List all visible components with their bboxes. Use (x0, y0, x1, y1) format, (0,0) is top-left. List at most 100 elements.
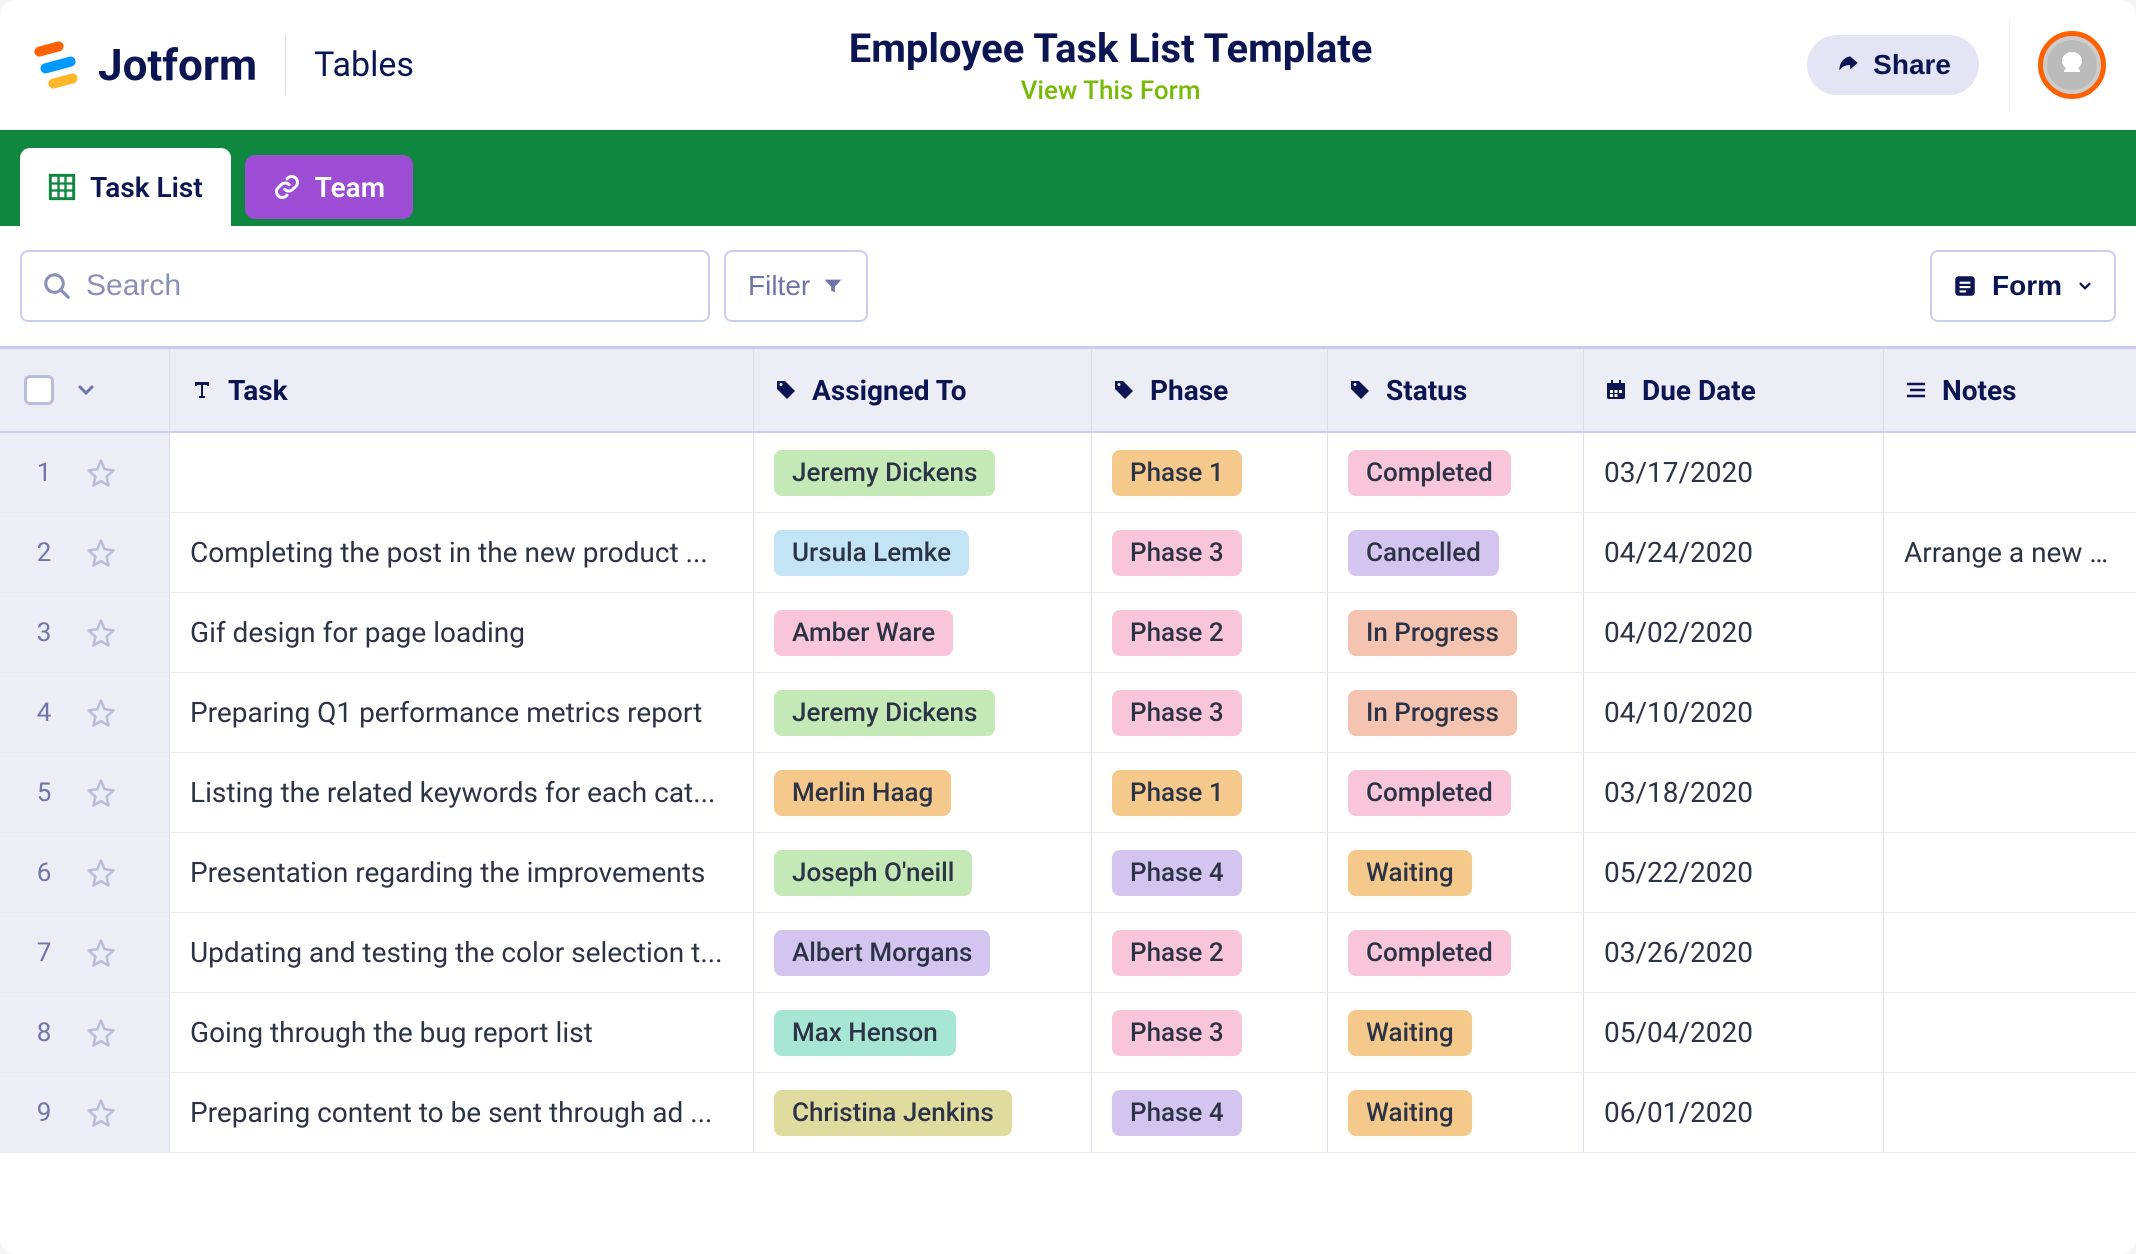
cell-task[interactable]: Going through the bug report list (170, 993, 754, 1072)
cell-assigned[interactable]: Christina Jenkins (754, 1073, 1092, 1152)
table-row[interactable]: 5Listing the related keywords for each c… (0, 753, 2136, 833)
star-icon[interactable] (86, 538, 116, 568)
cell-status[interactable]: Cancelled (1328, 513, 1584, 592)
cell-date[interactable]: 03/17/2020 (1584, 433, 1884, 512)
cell-notes[interactable] (1884, 993, 2136, 1072)
cell-date[interactable]: 03/18/2020 (1584, 753, 1884, 832)
cell-assigned[interactable]: Jeremy Dickens (754, 673, 1092, 752)
cell-phase[interactable]: Phase 3 (1092, 673, 1328, 752)
th-phase[interactable]: Phase (1092, 349, 1328, 431)
cell-status[interactable]: Waiting (1328, 833, 1584, 912)
cell-date[interactable]: 04/10/2020 (1584, 673, 1884, 752)
row-num-cell: 8 (0, 993, 170, 1072)
th-task[interactable]: Task (170, 349, 754, 431)
cell-phase[interactable]: Phase 4 (1092, 833, 1328, 912)
cell-notes[interactable]: Arrange a new on (1884, 513, 2136, 592)
avatar[interactable] (2038, 31, 2106, 99)
cell-assigned[interactable]: Jeremy Dickens (754, 433, 1092, 512)
row-number: 6 (32, 858, 56, 888)
star-icon[interactable] (86, 458, 116, 488)
cell-assigned[interactable]: Joseph O'neill (754, 833, 1092, 912)
tab-bar: Task List Team (0, 130, 2136, 226)
cell-task[interactable] (170, 433, 754, 512)
cell-notes[interactable] (1884, 1073, 2136, 1152)
star-icon[interactable] (86, 1018, 116, 1048)
table-row[interactable]: 7Updating and testing the color selectio… (0, 913, 2136, 993)
cell-status[interactable]: Completed (1328, 913, 1584, 992)
star-icon[interactable] (86, 778, 116, 808)
table-row[interactable]: 6 Presentation regarding the improvements… (0, 833, 2136, 913)
search-input[interactable] (86, 269, 688, 303)
star-icon[interactable] (86, 698, 116, 728)
chevron-down-icon[interactable] (74, 378, 98, 402)
star-icon[interactable] (86, 1098, 116, 1128)
cell-date[interactable]: 05/04/2020 (1584, 993, 1884, 1072)
cell-task[interactable]: Presentation regarding the improvements (170, 833, 754, 912)
view-form-link[interactable]: View This Form (414, 76, 1807, 106)
cell-phase[interactable]: Phase 1 (1092, 433, 1328, 512)
cell-task[interactable]: Updating and testing the color selection… (170, 913, 754, 992)
share-button[interactable]: Share (1807, 35, 1979, 95)
cell-notes[interactable] (1884, 673, 2136, 752)
th-notes[interactable]: Notes (1884, 349, 2136, 431)
table-row[interactable]: 4Preparing Q1 performance metrics report… (0, 673, 2136, 753)
cell-status[interactable]: In Progress (1328, 673, 1584, 752)
title-section: Employee Task List Template View This Fo… (414, 25, 1807, 106)
star-icon[interactable] (86, 938, 116, 968)
link-icon (273, 173, 301, 201)
select-all-checkbox[interactable] (24, 375, 54, 405)
cell-date[interactable]: 04/24/2020 (1584, 513, 1884, 592)
cell-assigned[interactable]: Merlin Haag (754, 753, 1092, 832)
cell-date[interactable]: 04/02/2020 (1584, 593, 1884, 672)
cell-assigned[interactable]: Max Henson (754, 993, 1092, 1072)
cell-date[interactable]: 05/22/2020 (1584, 833, 1884, 912)
search-box[interactable] (20, 250, 710, 322)
cell-status[interactable]: Completed (1328, 753, 1584, 832)
cell-status[interactable]: Waiting (1328, 993, 1584, 1072)
cell-phase[interactable]: Phase 3 (1092, 513, 1328, 592)
cell-phase[interactable]: Phase 1 (1092, 753, 1328, 832)
cell-notes[interactable] (1884, 753, 2136, 832)
th-assigned[interactable]: Assigned To (754, 349, 1092, 431)
table-body: 1Jeremy DickensPhase 1Completed03/17/202… (0, 433, 2136, 1153)
th-status[interactable]: Status (1328, 349, 1584, 431)
cell-task[interactable]: Listing the related keywords for each ca… (170, 753, 754, 832)
table-row[interactable]: 9Preparing content to be sent through ad… (0, 1073, 2136, 1153)
cell-task[interactable]: Preparing Q1 performance metrics report (170, 673, 754, 752)
cell-status[interactable]: Waiting (1328, 1073, 1584, 1152)
row-num-cell: 4 (0, 673, 170, 752)
cell-notes[interactable] (1884, 913, 2136, 992)
cell-status[interactable]: Completed (1328, 433, 1584, 512)
cell-phase[interactable]: Phase 3 (1092, 993, 1328, 1072)
cell-phase[interactable]: Phase 4 (1092, 1073, 1328, 1152)
filter-button[interactable]: Filter (724, 250, 868, 322)
cell-task[interactable]: Gif design for page loading (170, 593, 754, 672)
cell-status[interactable]: In Progress (1328, 593, 1584, 672)
cell-notes[interactable] (1884, 593, 2136, 672)
tag-icon (774, 378, 798, 402)
star-icon[interactable] (86, 618, 116, 648)
row-num-cell: 7 (0, 913, 170, 992)
tab-team[interactable]: Team (245, 155, 413, 219)
cell-phase[interactable]: Phase 2 (1092, 593, 1328, 672)
form-button[interactable]: Form (1930, 250, 2116, 322)
table-row[interactable]: 2Completing the post in the new product … (0, 513, 2136, 593)
cell-assigned[interactable]: Amber Ware (754, 593, 1092, 672)
table-row[interactable]: 3Gif design for page loadingAmber WarePh… (0, 593, 2136, 673)
cell-notes[interactable] (1884, 433, 2136, 512)
table-row[interactable]: 1Jeremy DickensPhase 1Completed03/17/202… (0, 433, 2136, 513)
th-date[interactable]: Due Date (1584, 349, 1884, 431)
cell-notes[interactable] (1884, 833, 2136, 912)
cell-assigned[interactable]: Albert Morgans (754, 913, 1092, 992)
cell-task[interactable]: Completing the post in the new product .… (170, 513, 754, 592)
cell-assigned[interactable]: Ursula Lemke (754, 513, 1092, 592)
cell-phase[interactable]: Phase 2 (1092, 913, 1328, 992)
cell-date[interactable]: 06/01/2020 (1584, 1073, 1884, 1152)
tab-task-list[interactable]: Task List (20, 148, 231, 226)
cell-date[interactable]: 03/26/2020 (1584, 913, 1884, 992)
star-icon[interactable] (86, 858, 116, 888)
cell-task[interactable]: Preparing content to be sent through ad … (170, 1073, 754, 1152)
table-row[interactable]: 8 Going through the bug report listMax He… (0, 993, 2136, 1073)
row-number: 8 (32, 1018, 56, 1048)
form-label: Form (1992, 270, 2062, 302)
